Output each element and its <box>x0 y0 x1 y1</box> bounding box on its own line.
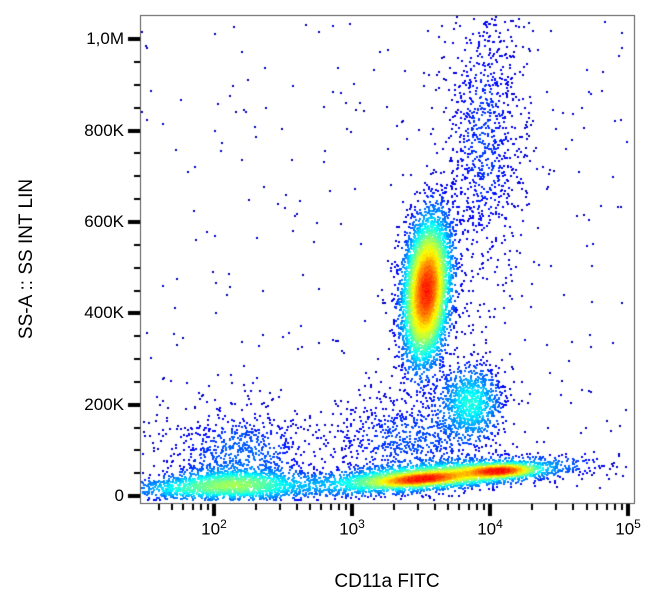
y-tick-label: 0 <box>114 486 124 506</box>
y-tick-label: 800K <box>84 120 124 140</box>
x-tick-label: 105 <box>615 517 641 539</box>
y-tick-label: 400K <box>84 303 124 323</box>
y-tick-label: 200K <box>84 394 124 414</box>
x-tick-label: 103 <box>339 517 365 539</box>
y-tick-label: 600K <box>84 211 124 231</box>
x-axis-title: CD11a FITC <box>334 571 440 592</box>
x-tick-label: 102 <box>201 517 227 539</box>
x-tick-label: 104 <box>477 517 503 539</box>
y-axis-title: SS-A :: SS INT LIN <box>16 178 37 340</box>
y-tick-label: 1,0M <box>86 29 124 49</box>
